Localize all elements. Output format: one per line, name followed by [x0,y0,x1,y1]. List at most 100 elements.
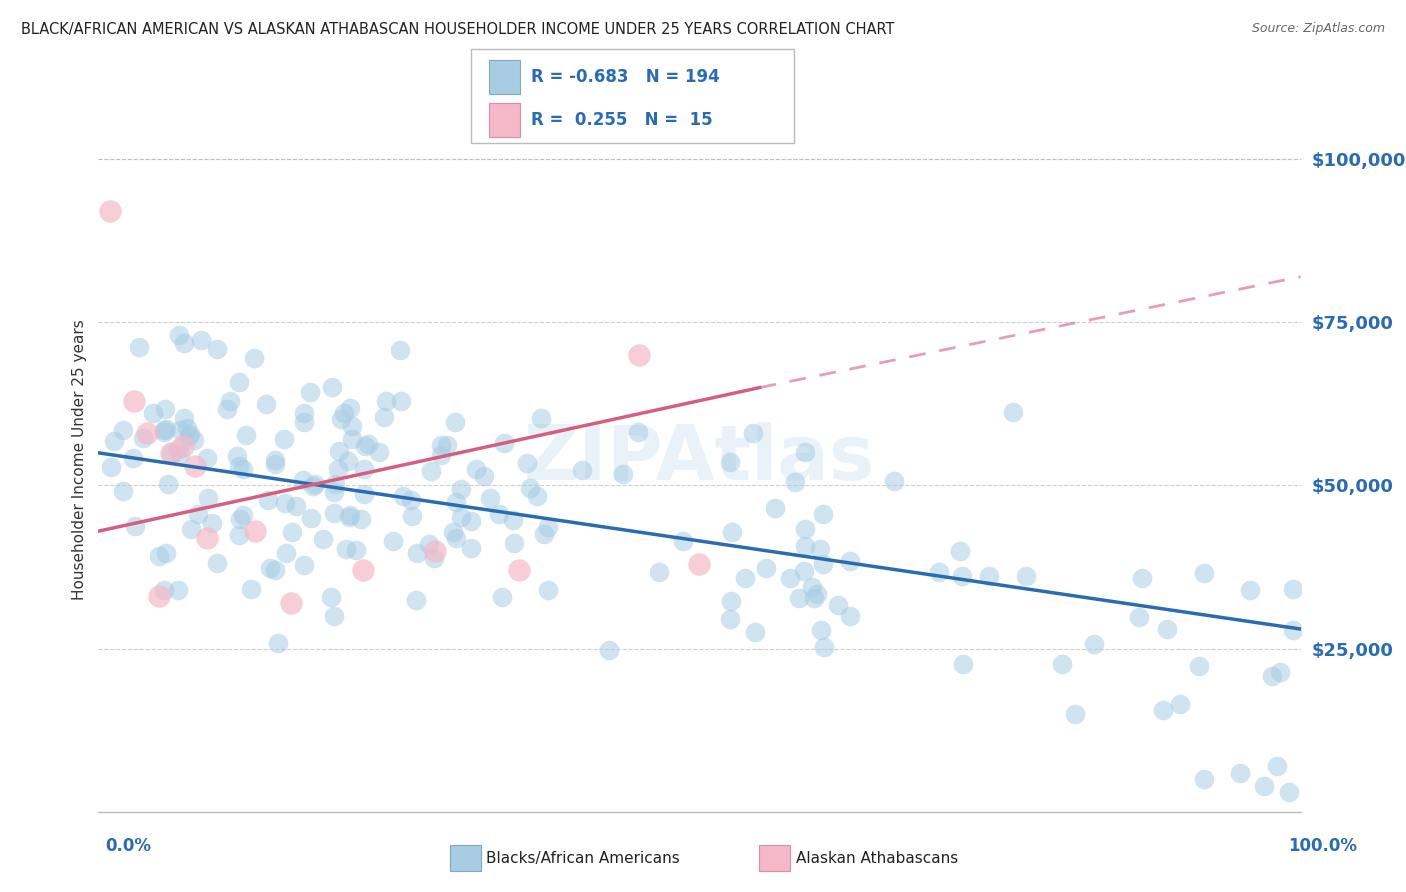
Point [1261,669,1284,683]
Point [488,507,510,521]
Point [274,546,297,560]
Point [228,375,250,389]
Point [688,557,710,571]
Point [508,563,530,577]
Point [323,477,346,491]
Point [742,425,765,440]
Point [389,393,412,408]
Point [299,510,322,524]
Text: 0.0%: 0.0% [105,837,152,855]
Point [793,539,815,553]
Point [353,462,375,476]
Point [280,596,302,610]
Point [152,423,174,437]
Point [112,423,135,437]
Point [1229,765,1251,780]
Point [190,333,212,347]
Point [111,483,134,498]
Point [329,411,352,425]
Point [176,421,198,435]
Point [132,431,155,445]
Point [827,598,849,612]
Point [340,432,363,446]
Point [794,444,817,458]
Point [1015,568,1038,582]
Point [628,348,651,362]
Point [292,406,315,420]
Point [813,640,835,655]
Point [839,608,862,623]
Point [718,612,741,626]
Point [502,536,524,550]
Point [533,527,555,541]
Point [333,406,356,420]
Point [612,467,634,481]
Point [292,473,315,487]
Point [135,426,157,441]
Point [169,423,191,437]
Point [441,525,464,540]
Point [647,565,669,579]
Point [166,583,188,598]
Point [811,507,834,521]
Point [339,401,361,415]
Point [491,591,513,605]
Point [460,514,482,528]
Point [335,542,357,557]
Point [783,475,806,489]
Point [239,582,262,597]
Point [228,528,250,542]
Point [152,583,174,598]
Point [103,434,125,448]
Point [263,458,285,472]
Point [169,446,191,460]
Point [340,418,363,433]
Point [808,542,831,557]
Point [368,445,391,459]
Point [232,508,254,523]
Point [352,563,374,577]
Text: Source: ZipAtlas.com: Source: ZipAtlas.com [1251,22,1385,36]
Point [157,477,180,491]
Point [292,415,315,429]
Point [232,462,254,476]
Point [734,570,756,584]
Point [571,463,593,477]
Point [243,351,266,366]
Point [1253,779,1275,793]
Point [267,635,290,649]
Point [806,587,828,601]
Point [179,426,201,441]
Point [672,533,695,548]
Point [810,623,832,637]
Point [838,554,860,568]
Point [183,433,205,447]
Point [811,557,834,571]
Point [436,438,458,452]
Point [755,560,778,574]
Point [257,493,280,508]
Point [336,454,359,468]
Point [779,571,801,585]
Point [304,476,326,491]
Point [1152,703,1174,717]
Point [159,446,181,460]
Point [273,432,295,446]
Point [243,524,266,538]
Point [169,328,191,343]
Point [787,591,810,605]
Point [465,462,488,476]
Point [530,410,553,425]
Point [1265,759,1288,773]
Point [1282,623,1305,637]
Point [172,439,194,453]
Point [353,487,375,501]
Text: Alaskan Athabascans: Alaskan Athabascans [796,851,957,865]
Point [322,506,344,520]
Point [598,642,620,657]
Point [321,380,343,394]
Point [444,415,467,429]
Point [1128,610,1150,624]
Point [201,516,224,530]
Point [148,590,170,604]
